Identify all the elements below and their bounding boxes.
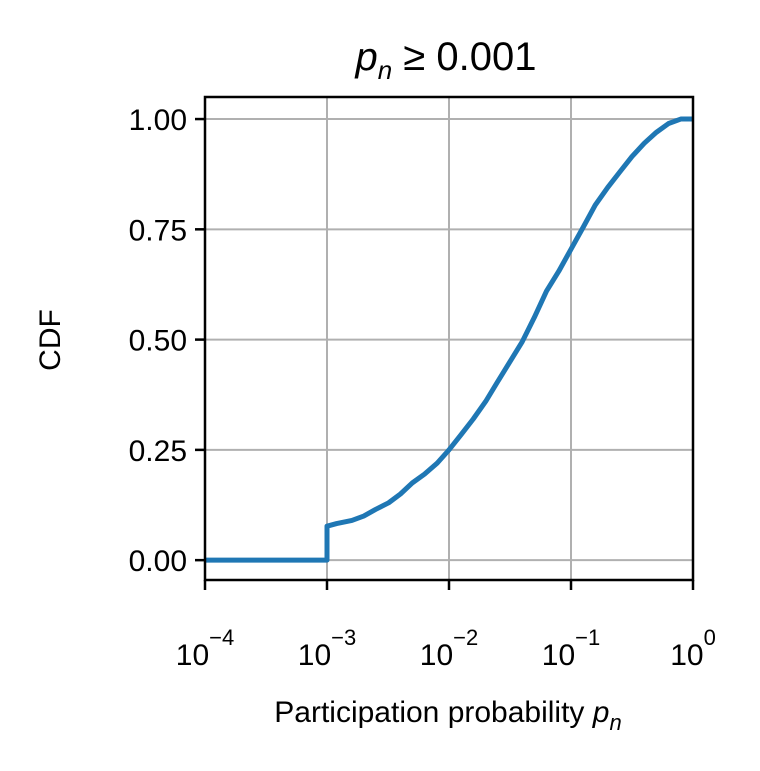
cdf-line [205, 116, 693, 563]
title-var: p [355, 35, 378, 79]
y-axis-label: CDF [34, 309, 67, 371]
x-tick-exponent: 0 [704, 625, 716, 650]
x-tick-label: 10−2 [420, 625, 478, 672]
y-tick-label: 0.50 [129, 325, 187, 358]
x-tick-exponent: −2 [453, 625, 478, 650]
y-tick-label: 0.75 [129, 214, 187, 247]
x-tick-base: 10 [176, 639, 209, 672]
x-axis-label-var: p [592, 696, 610, 729]
x-tick-base: 10 [670, 639, 703, 672]
x-tick-label: 10−4 [176, 625, 234, 672]
x-axis-label-sub: n [609, 710, 621, 735]
chart-title: pn ≥ 0.001 [355, 35, 537, 85]
title-sub: n [378, 55, 392, 85]
y-tick-label: 0.00 [129, 545, 187, 578]
x-tick-label: 10−3 [298, 625, 356, 672]
x-tick-base: 10 [420, 639, 453, 672]
title-rest: ≥ 0.001 [392, 35, 536, 79]
y-tick-label: 1.00 [129, 104, 187, 137]
x-axis-label-text: Participation probability [274, 696, 593, 729]
x-tick-exponent: −3 [331, 625, 356, 650]
x-tick-base: 10 [298, 639, 331, 672]
y-tick-label: 0.25 [129, 435, 187, 468]
x-tick-label: 100 [670, 625, 716, 672]
x-axis-label: Participation probability pn [274, 696, 621, 735]
y-tick-labels: 0.00 0.25 0.50 0.75 1.00 [129, 104, 205, 578]
x-tick-exponent: −4 [209, 625, 234, 650]
x-tick-label: 10−1 [542, 625, 600, 672]
x-tick-base: 10 [542, 639, 575, 672]
cdf-series [205, 116, 693, 563]
x-tick-exponent: −1 [575, 625, 600, 650]
